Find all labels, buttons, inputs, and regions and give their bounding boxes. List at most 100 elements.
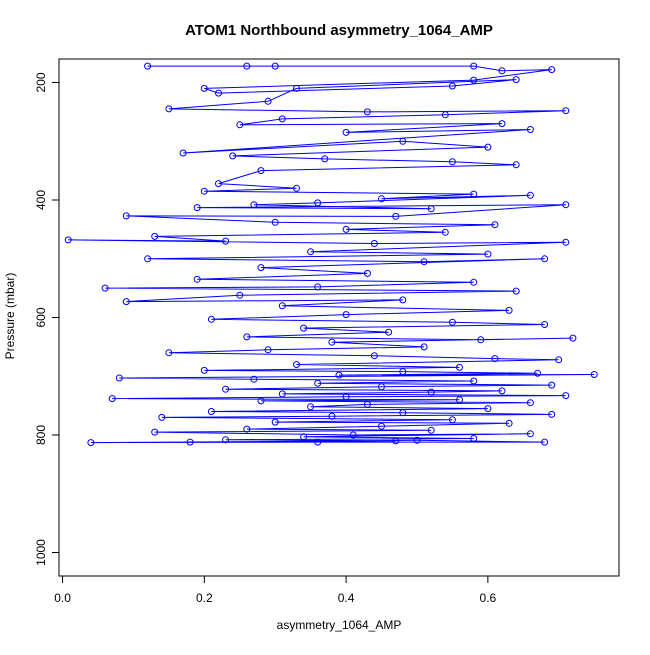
data-point <box>448 416 456 424</box>
plot-frame <box>58 58 620 577</box>
x-tick-label: 0.2 <box>196 591 213 605</box>
data-point <box>378 195 385 203</box>
data-point <box>342 311 350 319</box>
data-point <box>342 393 350 401</box>
data-point <box>229 152 237 160</box>
data-point <box>498 387 506 395</box>
data-point <box>314 438 322 446</box>
plot-area <box>64 62 598 447</box>
data-point <box>448 82 456 90</box>
y-tick-label: 400 <box>34 190 48 210</box>
data-point <box>278 302 286 310</box>
x-tick-label: 0.4 <box>338 591 355 605</box>
data-point <box>484 143 492 151</box>
data-point <box>590 371 598 378</box>
data-point <box>200 366 208 374</box>
data-point <box>314 199 322 207</box>
data-point <box>307 248 315 256</box>
data-point <box>420 258 428 266</box>
data-point <box>165 349 173 357</box>
data-point <box>363 269 371 277</box>
data-point <box>378 383 385 391</box>
data-point <box>420 343 428 351</box>
data-point <box>321 155 329 163</box>
data-point <box>378 422 385 430</box>
data-point <box>257 167 265 175</box>
data-point <box>108 395 116 403</box>
data-point <box>271 62 279 70</box>
data-point <box>207 408 215 415</box>
data-point <box>257 397 265 405</box>
data-point <box>562 201 570 209</box>
data-point <box>512 76 520 84</box>
data-point <box>548 410 556 418</box>
x-tick-label: 0.0 <box>54 591 71 605</box>
data-point <box>392 212 400 220</box>
data-point <box>144 255 152 263</box>
data-point <box>200 187 208 195</box>
data-point <box>370 352 378 360</box>
data-point <box>278 115 286 123</box>
data-point <box>165 105 173 113</box>
data-point <box>271 418 279 426</box>
data-point <box>215 89 222 97</box>
data-point <box>427 388 435 396</box>
data-point <box>470 435 478 442</box>
data-point <box>548 66 556 74</box>
data-point <box>399 368 407 376</box>
data-point <box>293 184 300 192</box>
data-point <box>307 403 315 411</box>
data-point <box>342 128 350 136</box>
x-axis-label: asymmetry_1064_AMP <box>277 618 402 632</box>
data-point <box>300 324 308 332</box>
data-point <box>115 374 123 382</box>
data-point <box>512 161 520 169</box>
y-tick-label: 600 <box>34 307 48 327</box>
data-point <box>541 438 549 446</box>
data-point <box>555 356 563 364</box>
data-point <box>236 291 244 299</box>
data-point <box>64 236 72 244</box>
data-point <box>427 426 435 434</box>
data-point <box>264 97 272 105</box>
data-point <box>441 111 449 119</box>
data-point <box>399 296 407 304</box>
data-point <box>534 369 541 377</box>
data-point <box>257 264 265 272</box>
y-axis-label: Pressure (mbar) <box>3 273 17 360</box>
y-axis: 200 400 600 800 1000 <box>34 72 60 566</box>
data-point <box>498 120 506 128</box>
data-point <box>505 306 513 314</box>
data-point <box>448 318 456 326</box>
data-point <box>314 283 322 291</box>
data-point <box>179 149 187 157</box>
data-point <box>562 392 570 400</box>
data-point <box>87 439 95 447</box>
data-point <box>349 431 357 439</box>
data-point <box>101 284 109 292</box>
data-point <box>200 84 208 92</box>
x-tick-label: 0.6 <box>480 591 497 605</box>
data-point <box>385 328 393 336</box>
data-point <box>441 228 449 236</box>
data-point <box>569 334 577 342</box>
data-point <box>328 338 336 346</box>
data-point <box>193 204 201 212</box>
data-point <box>370 240 378 247</box>
data-point <box>243 62 251 70</box>
data-point <box>470 377 478 385</box>
data-point <box>470 190 478 198</box>
data-point <box>250 201 258 209</box>
data-point <box>144 62 152 70</box>
x-axis: 0.0 0.2 0.4 0.6 <box>54 575 497 605</box>
data-point <box>484 250 492 258</box>
data-point <box>526 430 534 438</box>
data-point <box>484 405 492 413</box>
data-point <box>470 278 478 286</box>
data-point <box>293 361 300 368</box>
data-point <box>399 137 407 145</box>
y-tick-label: 1000 <box>34 539 48 566</box>
data-point <box>193 275 201 283</box>
